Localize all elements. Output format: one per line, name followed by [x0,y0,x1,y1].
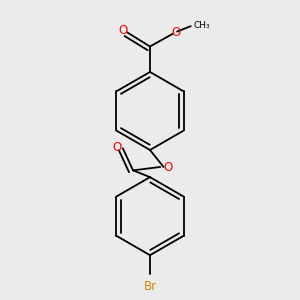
Text: CH₃: CH₃ [194,21,210,30]
Text: O: O [163,161,172,174]
Text: O: O [112,141,122,154]
Text: Br: Br [143,280,157,293]
Text: O: O [118,24,128,38]
Text: O: O [172,26,181,39]
